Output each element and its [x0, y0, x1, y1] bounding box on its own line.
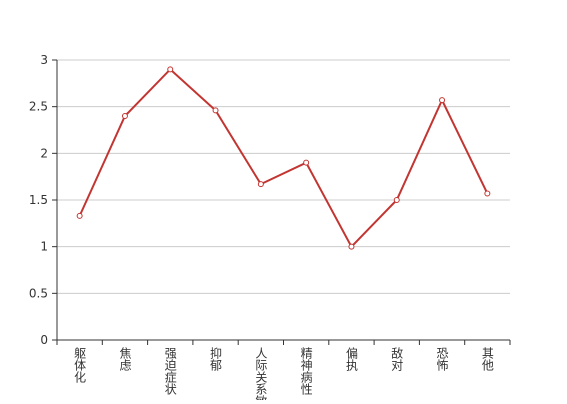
point [393, 197, 400, 203]
y-tick-label: 2.5 [29, 100, 48, 114]
point [212, 107, 219, 114]
x-tick-label: 强迫症状 [163, 347, 177, 395]
y-tick-label: 2 [40, 146, 48, 160]
y-tick-label: 0 [40, 333, 48, 347]
x-tick-label: 抑郁 [209, 346, 223, 372]
point [439, 97, 446, 104]
point [167, 66, 174, 73]
x-tick-label: 躯体化 [73, 346, 87, 384]
line [78, 67, 489, 249]
y-tick-label: 1.5 [29, 193, 48, 207]
point [76, 212, 83, 219]
point [257, 181, 264, 188]
point [303, 159, 310, 166]
y-tick-label: 1 [40, 240, 48, 254]
x-tick-label: 精神病性 [299, 347, 313, 396]
x-tick-label: 焦虑 [118, 347, 132, 371]
point [484, 190, 491, 197]
point [121, 113, 128, 119]
point [348, 243, 355, 250]
x-tick-label: 恐怖 [435, 347, 449, 371]
x-tick-label: 偏执 [344, 346, 358, 372]
y-tick-label: 0.5 [29, 286, 48, 300]
x-tick-label: 其他 [480, 347, 494, 371]
y-tick-label: 3 [40, 53, 48, 67]
x-tick-label: 敌对 [390, 346, 404, 371]
x-tick-label: 人际关系敏感 [254, 347, 268, 400]
